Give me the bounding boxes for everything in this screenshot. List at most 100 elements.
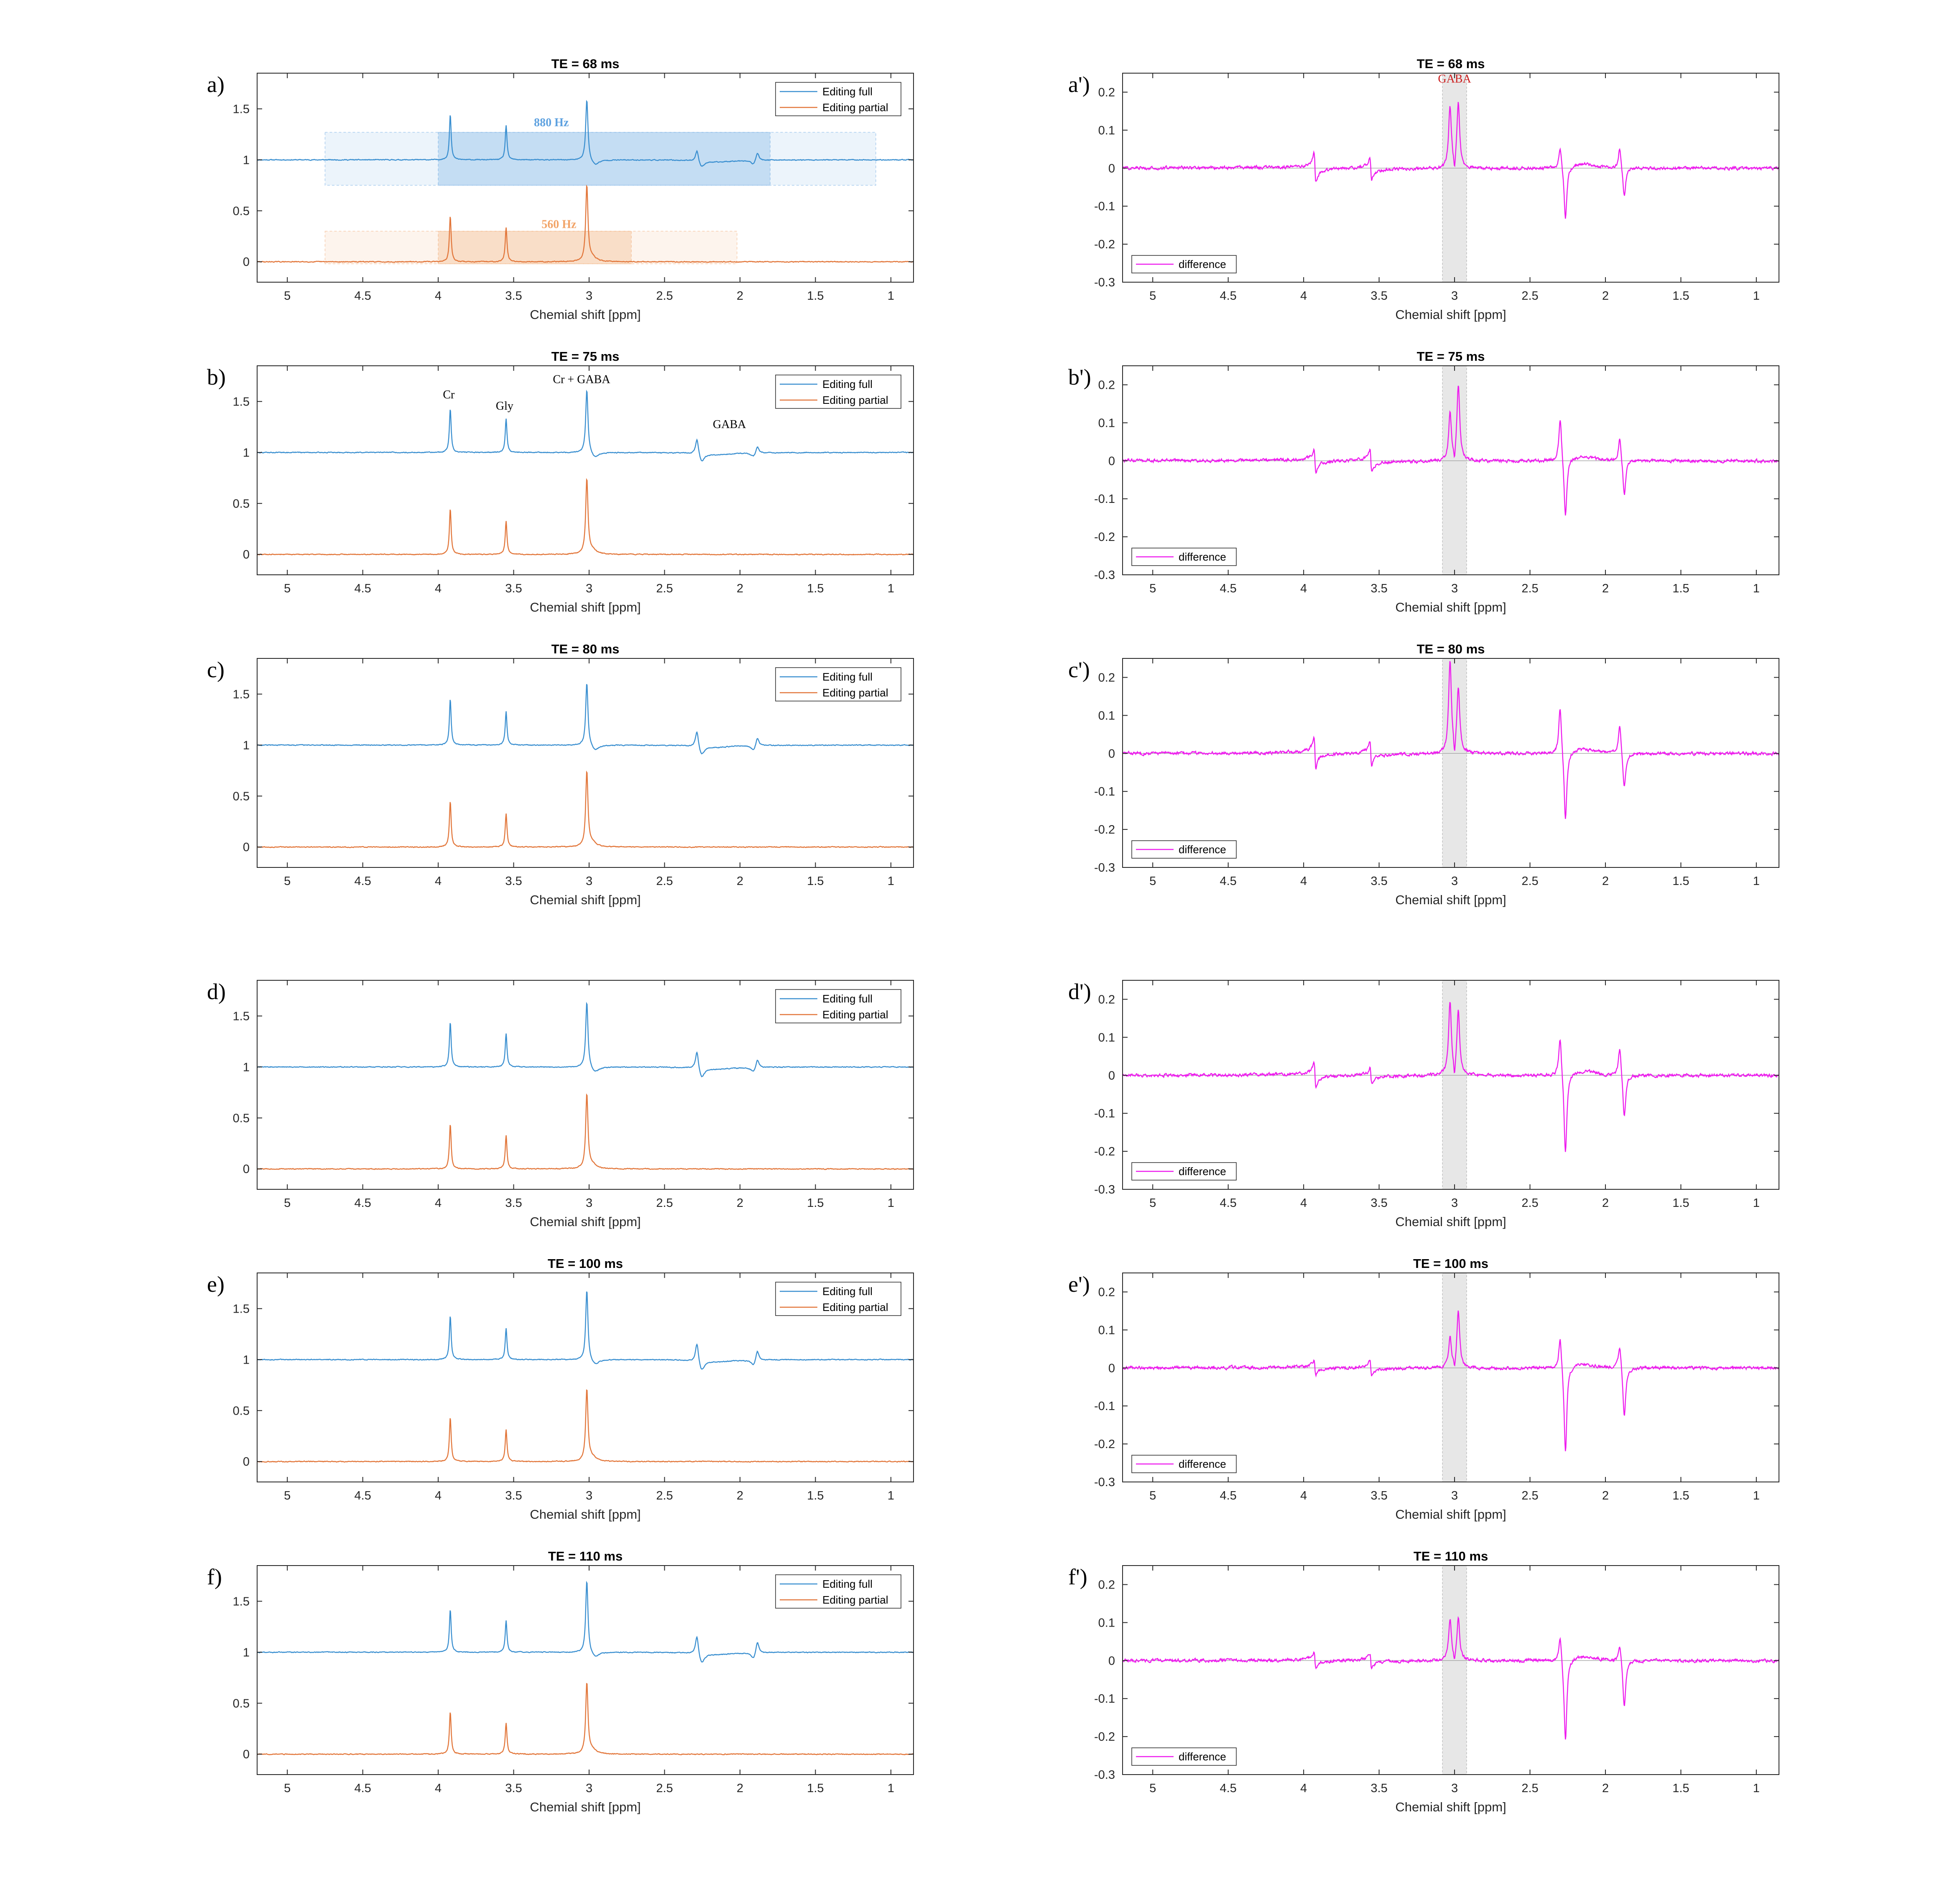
panel-a-prime-xtick-label: 1.5 (1672, 289, 1689, 303)
panel-c-xtick-label: 2.5 (656, 875, 673, 888)
panel-f-prime-label: f') (1068, 1564, 1087, 1589)
panel-a-prime-ytick-label: 0.2 (1098, 86, 1115, 99)
editing-full-line (257, 1002, 914, 1078)
560-hz-band-inner (438, 231, 632, 264)
panel-d-prime-xtick-label: 5 (1149, 1196, 1156, 1210)
panel-e-prime-ytick-label: -0.3 (1094, 1476, 1115, 1489)
panel-f-xtick-label: 5 (284, 1782, 291, 1795)
legend-box (775, 1574, 901, 1609)
panel-a-xtick-label: 3 (586, 289, 592, 303)
panel-b-prime-ytick-label: 0 (1108, 454, 1115, 468)
gaba-region-band (1442, 1565, 1467, 1775)
panel-a-prime-ytick-label: 0 (1108, 162, 1115, 175)
560-hz-band-outer (324, 231, 738, 264)
panel-d-prime-axes (1122, 980, 1779, 1190)
panel-a-xtick-label: 4.5 (354, 289, 371, 303)
panel-a-title: TE = 68 ms (551, 56, 620, 71)
panel-b-prime-ytick-label: -0.1 (1094, 492, 1115, 506)
panel-d-ytick-label: 0 (243, 1163, 250, 1176)
legend-difference-label: difference (1179, 258, 1226, 270)
legend-full-label: Editing full (822, 85, 873, 98)
panel-a-x-axis-label: Chemial shift [ppm] (530, 307, 641, 322)
panel-a-prime-x-axis-label: Chemial shift [ppm] (1395, 307, 1506, 322)
panel-b-xtick-label: 4.5 (354, 582, 371, 595)
gaba-region-band (1442, 980, 1467, 1190)
difference-line (1122, 102, 1779, 219)
annotation-560-hz: 560 Hz (541, 218, 576, 231)
annotation-gly: Gly (496, 400, 513, 413)
panel-e-prime-ytick-label: -0.1 (1094, 1400, 1115, 1413)
panel-a-prime-ytick-label: -0.3 (1094, 276, 1115, 289)
editing-full-line (257, 1581, 914, 1663)
panel-d-prime-ytick-label: 0.2 (1098, 993, 1115, 1006)
panel-d-x-axis-label: Chemial shift [ppm] (530, 1214, 641, 1229)
panel-e-xtick-label: 3 (586, 1489, 592, 1502)
panel-c-prime-xtick-label: 3.5 (1370, 875, 1387, 888)
panel-d-xtick-label: 3.5 (505, 1196, 522, 1210)
legend-partial-label: Editing partial (822, 1301, 888, 1313)
panel-c-prime-ytick-label: 0.2 (1098, 671, 1115, 684)
panel-e-prime-ytick-label: 0.1 (1098, 1324, 1115, 1337)
panel-d-label: d) (207, 979, 226, 1004)
panel-e-prime-ytick-label: 0 (1108, 1362, 1115, 1375)
panel-c-prime-xtick-label: 1 (1753, 875, 1760, 888)
panel-e-ytick-label: 0.5 (233, 1404, 250, 1418)
panel-e-prime-x-axis-label: Chemial shift [ppm] (1395, 1507, 1506, 1522)
panel-b-label: b) (207, 365, 226, 390)
panel-a-prime-xtick-label: 3 (1451, 289, 1458, 303)
panel-e-xtick-label: 4 (435, 1489, 442, 1502)
legend-difference-label: difference (1179, 551, 1226, 563)
panel-b-xtick-label: 1.5 (807, 582, 824, 595)
panel-d-prime-xtick-label: 1.5 (1672, 1196, 1689, 1210)
panel-c-xtick-label: 5 (284, 875, 291, 888)
panel-d-xtick-label: 4 (435, 1196, 442, 1210)
panel-b-prime-title: TE = 75 ms (1417, 349, 1485, 364)
panel-c-prime-ytick-label: -0.1 (1094, 785, 1115, 798)
panel-c-x-axis-label: Chemial shift [ppm] (530, 893, 641, 907)
panel-e-ytick-label: 1.5 (233, 1302, 250, 1316)
panel-d-prime-label: d') (1068, 979, 1091, 1004)
panel-a-prime-xtick-label: 2.5 (1521, 289, 1538, 303)
gaba-region-band (1442, 1273, 1467, 1482)
panel-c-xtick-label: 1 (888, 875, 894, 888)
panel-d-xtick-label: 3 (586, 1196, 592, 1210)
panel-c-xtick-label: 2 (737, 875, 743, 888)
panel-f-prime-axes (1122, 1565, 1779, 1775)
panel-d-xtick-label: 1.5 (807, 1196, 824, 1210)
panel-f-xtick-label: 3 (586, 1782, 592, 1795)
legend-partial-label: Editing partial (822, 686, 888, 699)
panel-c-prime-xtick-label: 2 (1602, 875, 1609, 888)
panel-b-prime-xtick-label: 4.5 (1220, 582, 1236, 595)
panel-c-axes (257, 658, 914, 868)
editing-full-line (257, 99, 914, 167)
panel-d-prime-xtick-label: 4 (1300, 1196, 1307, 1210)
editing-partial-line (257, 770, 914, 848)
difference-line (1122, 1002, 1780, 1152)
panel-a-xtick-label: 5 (284, 289, 291, 303)
panel-b-ytick-label: 1.5 (233, 395, 250, 408)
panel-d-prime-ytick-label: -0.1 (1094, 1107, 1115, 1120)
panel-f-ytick-label: 0 (243, 1748, 250, 1761)
panel-f-xtick-label: 2.5 (656, 1782, 673, 1795)
panel-c-prime-title: TE = 80 ms (1417, 642, 1485, 656)
legend-box (775, 375, 901, 409)
panel-d-xtick-label: 2.5 (656, 1196, 673, 1210)
editing-full-line (257, 684, 914, 755)
panel-b-ytick-label: 0.5 (233, 497, 250, 510)
panel-b-prime-axes (1122, 365, 1779, 575)
panel-f-prime-xtick-label: 5 (1149, 1782, 1156, 1795)
panel-b-prime-xtick-label: 3 (1451, 582, 1458, 595)
panel-e-xtick-label: 3.5 (505, 1489, 522, 1502)
panel-c-prime-ytick-label: -0.2 (1094, 823, 1115, 836)
legend-box (775, 1282, 901, 1316)
panel-d-prime-x-axis-label: Chemial shift [ppm] (1395, 1214, 1506, 1229)
panel-a-prime-xtick-label: 2 (1602, 289, 1609, 303)
panel-b-prime-xtick-label: 2.5 (1521, 582, 1538, 595)
panel-f-prime-ytick-label: -0.3 (1094, 1768, 1115, 1782)
panel-e-prime-xtick-label: 5 (1149, 1489, 1156, 1502)
panel-f-prime-x-axis-label: Chemial shift [ppm] (1395, 1800, 1506, 1814)
panel-f-xtick-label: 3.5 (505, 1782, 522, 1795)
panel-f-ytick-label: 1.5 (233, 1595, 250, 1608)
panel-e-ytick-label: 0 (243, 1455, 250, 1469)
panel-b-prime-xtick-label: 1 (1753, 582, 1760, 595)
